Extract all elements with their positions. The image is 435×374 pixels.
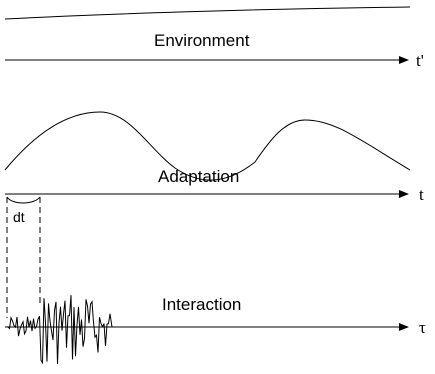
interaction-noise-signal (6, 295, 113, 365)
environment-label: Environment (154, 31, 250, 50)
interaction-label: Interaction (162, 295, 241, 314)
adaptation-curve (4, 111, 411, 181)
environment-curve (4, 6, 411, 20)
environment-panel: Environment t' (4, 6, 424, 70)
environment-axis-label: t' (416, 51, 424, 70)
adaptation-panel: Adaptation t (4, 111, 424, 204)
adaptation-label: Adaptation (158, 167, 239, 186)
interaction-axis-label: τ (419, 318, 426, 337)
adaptation-axis-label: t (419, 185, 424, 204)
interaction-panel: Interaction τ (5, 295, 426, 365)
dt-interval: dt (6, 196, 41, 318)
dt-label: dt (13, 209, 25, 225)
dt-brace (6, 196, 41, 204)
